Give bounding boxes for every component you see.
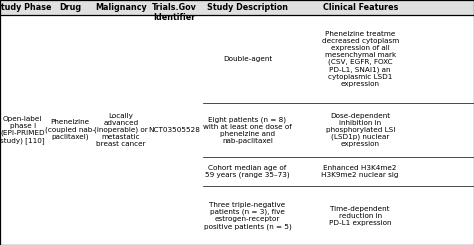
Bar	[0, 0, 474, 15]
Text: Clinical Features: Clinical Features	[322, 3, 398, 12]
Text: NCT03505528: NCT03505528	[148, 127, 201, 133]
Text: Phenelzine
(coupled nab-
paclitaxel): Phenelzine (coupled nab- paclitaxel)	[45, 119, 95, 140]
Text: Eight patients (n = 8)
with at least one dose of
phenelzine and
nab-paclitaxel: Eight patients (n = 8) with at least one…	[203, 116, 292, 144]
Text: Study Phase: Study Phase	[0, 3, 51, 12]
Text: Phenelzine treatme
decreased cytoplasm
expression of all
mesenchymal mark
(CSV, : Phenelzine treatme decreased cytoplasm e…	[322, 31, 399, 87]
Text: Cohort median age of
59 years (range 35–73): Cohort median age of 59 years (range 35–…	[205, 165, 290, 178]
Text: Enhanced H3K4me2
H3K9me2 nuclear sig: Enhanced H3K4me2 H3K9me2 nuclear sig	[321, 165, 399, 178]
Text: Three triple-negative
patients (n = 3), five
estrogen-receptor
positive patients: Three triple-negative patients (n = 3), …	[203, 202, 292, 230]
Text: Drug: Drug	[59, 3, 81, 12]
Text: Clinical
Trials.Gov
Identifier: Clinical Trials.Gov Identifier	[152, 0, 197, 22]
Text: Study Description: Study Description	[207, 3, 288, 12]
Text: Locally
advanced
(inoperable) or
metastatic
breast cancer: Locally advanced (inoperable) or metasta…	[94, 113, 148, 147]
Text: Malignancy: Malignancy	[95, 3, 147, 12]
Text: Time-dependent
reduction in
PD-L1 expression: Time-dependent reduction in PD-L1 expres…	[329, 206, 392, 226]
Text: Dose-dependent
inhibition in
phosphorylated LSI
(LSD1p) nuclear
expression: Dose-dependent inhibition in phosphoryla…	[326, 113, 395, 147]
Text: Double-agent: Double-agent	[223, 56, 272, 62]
Text: Open-label
phase I
(EPI-PRIMED
study) [110]: Open-label phase I (EPI-PRIMED study) [1…	[0, 116, 45, 144]
